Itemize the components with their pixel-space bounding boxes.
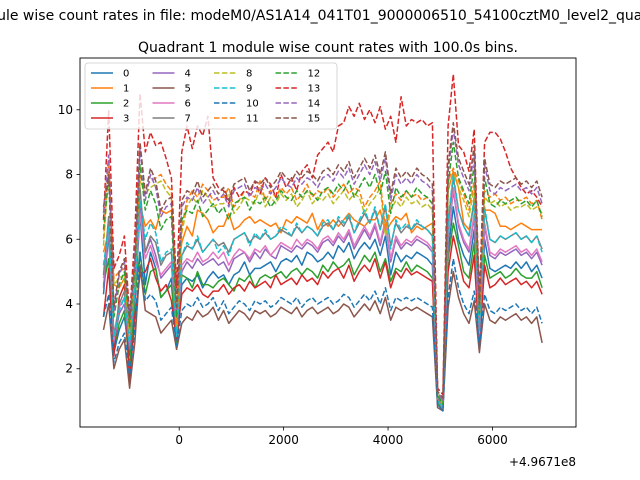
series-line-13: [102, 73, 543, 396]
legend-label-5: 5: [185, 84, 191, 95]
figure-suptitle: Plot of module wise count rates in file:…: [0, 8, 640, 24]
legend-label-3: 3: [123, 114, 129, 125]
x-tick-label: 4000: [373, 433, 404, 447]
series-line-15: [102, 121, 543, 399]
series-line-12: [102, 141, 543, 406]
axes-frame: [79, 57, 577, 428]
y-tick-label: 8: [65, 168, 73, 182]
legend-box: [84, 62, 338, 130]
legend-label-8: 8: [246, 69, 252, 80]
x-tick-label: 0: [175, 433, 183, 447]
legend-label-11: 11: [246, 114, 259, 125]
legend-label-0: 0: [123, 69, 129, 80]
series-line-8: [102, 170, 543, 406]
legend-label-15: 15: [308, 114, 321, 125]
series-line-3: [102, 235, 543, 409]
series-line-9: [102, 173, 543, 409]
legend-label-7: 7: [185, 114, 191, 125]
x-tick-label: 2000: [268, 433, 299, 447]
legend-label-1: 1: [123, 84, 129, 95]
plot-lines: [102, 73, 543, 412]
chart-title: Quadrant 1 module wise count rates with …: [138, 40, 518, 56]
series-line-14: [102, 128, 543, 402]
y-tick-label: 4: [65, 297, 73, 311]
x-tick-label: 6000: [477, 433, 508, 447]
series-line-10: [102, 251, 543, 412]
legend-label-6: 6: [185, 99, 191, 110]
legend-label-12: 12: [308, 69, 321, 80]
axis-ticks: 0 2000 4000 6000 2 4 6 8 10: [58, 103, 508, 447]
legend-label-2: 2: [123, 99, 129, 110]
y-tick-label: 6: [65, 232, 73, 246]
legend-label-10: 10: [246, 99, 259, 110]
y-tick-label: 10: [58, 103, 73, 117]
series-line-5: [102, 264, 543, 412]
y-tick-label: 2: [65, 362, 73, 376]
series-line-11: [102, 160, 543, 402]
legend-label-9: 9: [246, 84, 252, 95]
x-offset-text: +4.9671e8: [509, 455, 576, 469]
legend-label-13: 13: [308, 84, 321, 95]
legend-label-14: 14: [308, 99, 321, 110]
legend-label-4: 4: [185, 69, 191, 80]
